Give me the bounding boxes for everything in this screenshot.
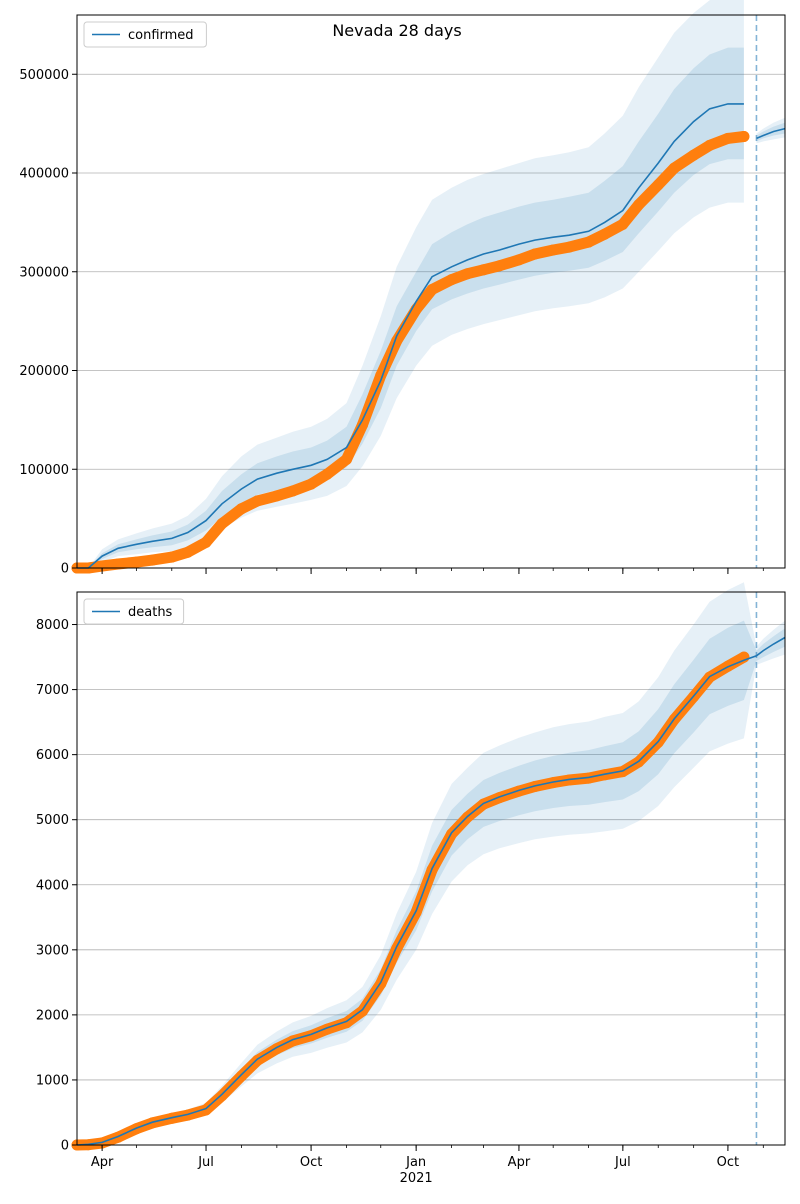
observed-point [321, 468, 333, 480]
observed-point [633, 199, 645, 211]
observed-point [688, 149, 700, 161]
x-tick-label: Jul [614, 1155, 631, 1170]
x-tick-label: Apr [508, 1155, 531, 1170]
observed-point [182, 546, 194, 558]
observed-point [130, 556, 142, 568]
y-tick-label: 3000 [36, 943, 69, 958]
observed-point [305, 478, 317, 490]
observed-point [426, 284, 438, 295]
axes-frame [76, 591, 786, 1146]
y-tick-label: 5000 [36, 813, 69, 828]
observed-point [235, 503, 247, 515]
figure-title: Nevada 28 days [332, 21, 461, 40]
y-tick-label: 4000 [36, 878, 69, 893]
legend-label: confirmed [128, 28, 194, 43]
y-tick-label: 2000 [36, 1008, 69, 1023]
observed-point [271, 490, 283, 502]
y-tick-label: 0 [61, 1139, 69, 1154]
observed-point [722, 132, 734, 144]
observed-point [216, 1090, 228, 1102]
confirmed-band-inner [77, 47, 744, 569]
axes-frame [76, 14, 786, 569]
x-tick-label: Oct [300, 1155, 322, 1170]
observed-point [668, 162, 680, 174]
observed-point [563, 241, 575, 253]
deaths-panel: 0 1000 2000 3000 4000 5000 6000 7000 8000 Apr Jul O… [36, 582, 786, 1186]
forecast-band-outer [756, 117, 785, 144]
legend-box [83, 21, 207, 48]
y-tick-label: 200000 [19, 364, 69, 379]
legend: confirmed [83, 21, 207, 48]
y-tick-label: 500000 [19, 68, 69, 83]
x-tick-label: Apr [91, 1155, 114, 1170]
observed-point [738, 131, 750, 142]
y-tick-label: 6000 [36, 748, 69, 763]
observed-point [446, 274, 458, 286]
x-tick-label: Jan [405, 1155, 426, 1170]
x-tick-label: Jul [197, 1155, 214, 1170]
observed-point [652, 179, 664, 191]
observed-point [494, 260, 505, 272]
confirmed-band-outer [77, 0, 744, 568]
observed-point [200, 536, 212, 548]
observed-point [251, 495, 263, 507]
observed-point [341, 453, 352, 465]
observed-point [357, 419, 368, 431]
legend: deaths [83, 598, 185, 625]
observed-point [357, 1005, 368, 1017]
legend-label: deaths [128, 605, 173, 620]
observed-series-line [71, 131, 750, 574]
legend-box [83, 598, 185, 625]
observed-point [166, 551, 178, 563]
y-tick-label: 0 [61, 562, 69, 577]
observed-point [96, 560, 108, 572]
deaths-series-line [76, 636, 786, 1146]
observed-point [583, 236, 595, 248]
confirmed-panel: 0 100000 200000 300000 400000 500000 confirmed [19, 0, 786, 577]
observed-point [112, 558, 124, 570]
y-tick-label: 100000 [19, 463, 69, 478]
observed-point [599, 228, 611, 240]
observed-point [287, 485, 299, 497]
confirmed-series-line [77, 103, 744, 569]
y-tick-label: 300000 [19, 265, 69, 280]
observed-point [513, 254, 525, 266]
forecast-series-line [756, 127, 786, 140]
observed-point [704, 139, 716, 151]
x-tick-label: Oct [717, 1155, 739, 1170]
observed-point [529, 248, 541, 260]
y-tick-label: 8000 [36, 618, 69, 633]
observed-point [216, 518, 228, 530]
y-tick-label: 400000 [19, 167, 69, 182]
observed-point [462, 268, 473, 280]
y-tick-label: 7000 [36, 683, 69, 698]
observed-point [547, 244, 559, 256]
observed-point [617, 218, 629, 230]
x-year-label: 2021 [400, 1171, 433, 1186]
observed-point [235, 1070, 247, 1082]
observed-point [478, 264, 489, 276]
y-tick-label: 1000 [36, 1073, 69, 1088]
observed-point [146, 554, 158, 566]
